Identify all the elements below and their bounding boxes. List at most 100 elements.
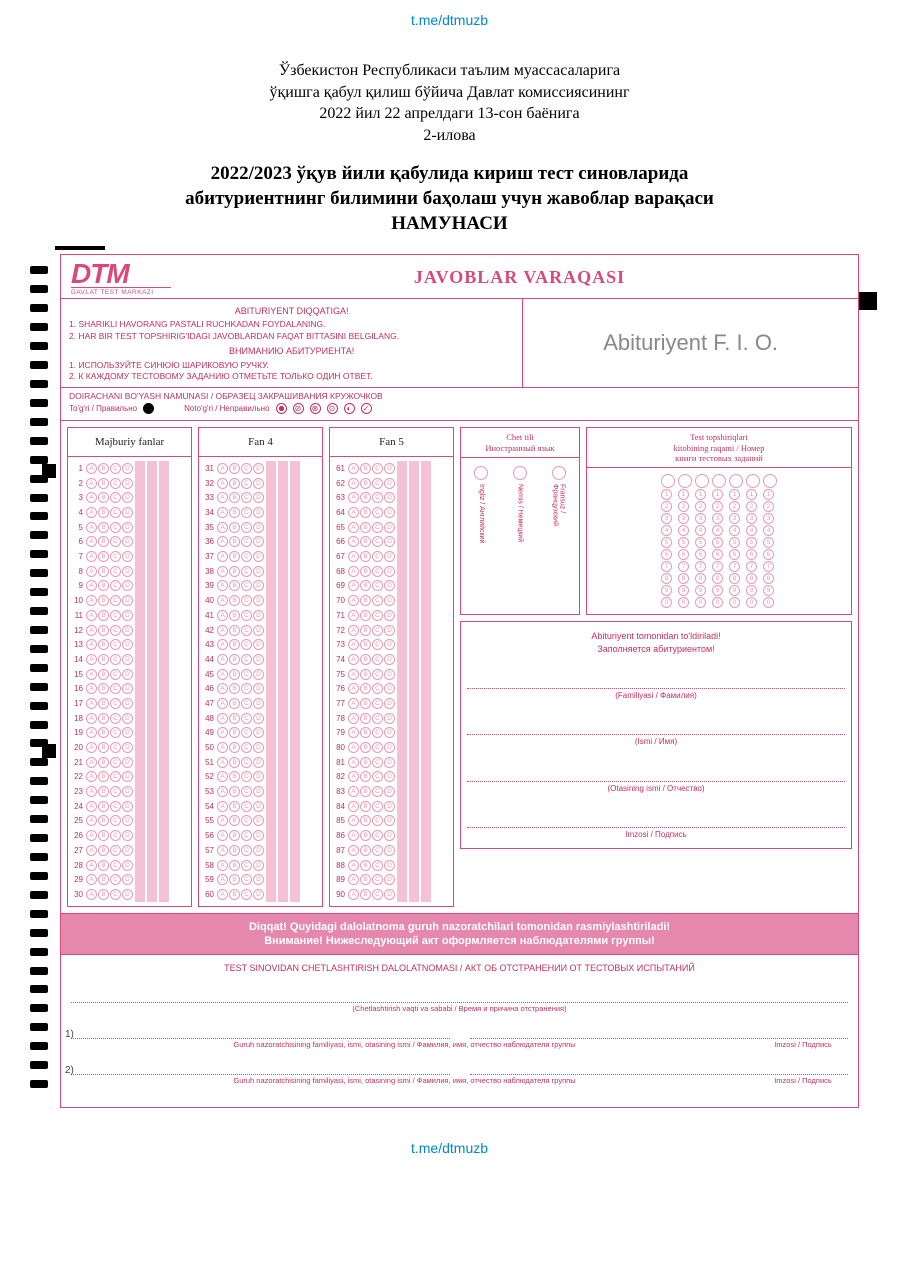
- answer-bubble[interactable]: A: [348, 478, 359, 489]
- digit-bubble[interactable]: 5: [678, 537, 689, 548]
- answer-bubble[interactable]: B: [98, 625, 109, 636]
- answer-bubble[interactable]: D: [384, 757, 395, 768]
- answer-bubble[interactable]: B: [229, 566, 240, 577]
- answer-bubble[interactable]: A: [217, 551, 228, 562]
- answer-bubble[interactable]: C: [241, 463, 252, 474]
- digit-bubble[interactable]: 0: [729, 597, 740, 608]
- digit-bubble[interactable]: 0: [695, 597, 706, 608]
- digit-bubble[interactable]: 2: [729, 501, 740, 512]
- digit-bubble[interactable]: 7: [695, 561, 706, 572]
- digit-entry-bubble[interactable]: [729, 474, 743, 488]
- digit-bubble[interactable]: 6: [678, 549, 689, 560]
- answer-bubble[interactable]: A: [217, 845, 228, 856]
- answer-bubble[interactable]: A: [86, 713, 97, 724]
- digit-bubble[interactable]: 8: [763, 573, 774, 584]
- answer-bubble[interactable]: A: [348, 595, 359, 606]
- answer-bubble[interactable]: D: [384, 815, 395, 826]
- answer-bubble[interactable]: B: [98, 669, 109, 680]
- answer-bubble[interactable]: B: [98, 801, 109, 812]
- answer-bubble[interactable]: A: [86, 478, 97, 489]
- answer-bubble[interactable]: B: [98, 478, 109, 489]
- answer-bubble[interactable]: A: [217, 566, 228, 577]
- digit-bubble[interactable]: 6: [661, 549, 672, 560]
- answer-bubble[interactable]: C: [110, 683, 121, 694]
- answer-bubble[interactable]: C: [372, 786, 383, 797]
- answer-bubble[interactable]: A: [217, 860, 228, 871]
- answer-bubble[interactable]: C: [241, 757, 252, 768]
- answer-bubble[interactable]: A: [86, 669, 97, 680]
- answer-bubble[interactable]: A: [86, 786, 97, 797]
- answer-bubble[interactable]: A: [217, 874, 228, 885]
- digit-bubble[interactable]: 2: [695, 501, 706, 512]
- answer-bubble[interactable]: A: [86, 492, 97, 503]
- answer-bubble[interactable]: B: [98, 727, 109, 738]
- answer-bubble[interactable]: A: [86, 727, 97, 738]
- answer-bubble[interactable]: C: [110, 507, 121, 518]
- answer-bubble[interactable]: A: [217, 669, 228, 680]
- answer-bubble[interactable]: A: [217, 654, 228, 665]
- answer-bubble[interactable]: D: [253, 757, 264, 768]
- answer-bubble[interactable]: C: [372, 801, 383, 812]
- answer-bubble[interactable]: B: [360, 874, 371, 885]
- answer-bubble[interactable]: B: [98, 507, 109, 518]
- digit-bubble[interactable]: 6: [712, 549, 723, 560]
- answer-bubble[interactable]: D: [253, 625, 264, 636]
- answer-bubble[interactable]: A: [217, 595, 228, 606]
- answer-bubble[interactable]: B: [229, 639, 240, 650]
- answer-bubble[interactable]: A: [348, 507, 359, 518]
- answer-bubble[interactable]: C: [241, 771, 252, 782]
- answer-bubble[interactable]: B: [360, 889, 371, 900]
- answer-bubble[interactable]: D: [122, 860, 133, 871]
- answer-bubble[interactable]: C: [372, 771, 383, 782]
- answer-bubble[interactable]: C: [110, 536, 121, 547]
- digit-bubble[interactable]: 1: [746, 489, 757, 500]
- answer-bubble[interactable]: B: [229, 860, 240, 871]
- answer-bubble[interactable]: C: [372, 639, 383, 650]
- digit-bubble[interactable]: 9: [712, 585, 723, 596]
- answer-bubble[interactable]: A: [217, 507, 228, 518]
- answer-bubble[interactable]: A: [348, 522, 359, 533]
- digit-entry-bubble[interactable]: [678, 474, 692, 488]
- answer-bubble[interactable]: C: [241, 522, 252, 533]
- answer-bubble[interactable]: A: [348, 669, 359, 680]
- answer-bubble[interactable]: C: [241, 580, 252, 591]
- language-bubble[interactable]: [474, 466, 488, 480]
- answer-bubble[interactable]: D: [253, 566, 264, 577]
- answer-bubble[interactable]: C: [372, 492, 383, 503]
- answer-bubble[interactable]: C: [110, 830, 121, 841]
- answer-bubble[interactable]: B: [229, 478, 240, 489]
- answer-bubble[interactable]: D: [122, 669, 133, 680]
- answer-bubble[interactable]: B: [229, 610, 240, 621]
- answer-bubble[interactable]: B: [98, 580, 109, 591]
- answer-bubble[interactable]: C: [241, 860, 252, 871]
- answer-bubble[interactable]: D: [384, 595, 395, 606]
- answer-bubble[interactable]: B: [360, 860, 371, 871]
- answer-bubble[interactable]: C: [372, 713, 383, 724]
- answer-bubble[interactable]: D: [122, 845, 133, 856]
- digit-bubble[interactable]: 4: [729, 525, 740, 536]
- digit-bubble[interactable]: 7: [712, 561, 723, 572]
- answer-bubble[interactable]: A: [86, 566, 97, 577]
- answer-bubble[interactable]: D: [253, 771, 264, 782]
- answer-bubble[interactable]: D: [253, 492, 264, 503]
- answer-bubble[interactable]: C: [241, 654, 252, 665]
- answer-bubble[interactable]: C: [110, 492, 121, 503]
- answer-bubble[interactable]: B: [360, 830, 371, 841]
- answer-bubble[interactable]: A: [86, 595, 97, 606]
- answer-bubble[interactable]: C: [372, 536, 383, 547]
- answer-bubble[interactable]: B: [360, 727, 371, 738]
- answer-bubble[interactable]: D: [384, 522, 395, 533]
- answer-bubble[interactable]: B: [229, 683, 240, 694]
- answer-bubble[interactable]: A: [217, 801, 228, 812]
- answer-bubble[interactable]: D: [253, 786, 264, 797]
- digit-bubble[interactable]: 6: [763, 549, 774, 560]
- answer-bubble[interactable]: A: [217, 698, 228, 709]
- field-imzo[interactable]: [467, 808, 845, 828]
- digit-bubble[interactable]: 3: [746, 513, 757, 524]
- answer-bubble[interactable]: C: [241, 595, 252, 606]
- answer-bubble[interactable]: B: [360, 742, 371, 753]
- answer-bubble[interactable]: D: [253, 478, 264, 489]
- answer-bubble[interactable]: C: [372, 698, 383, 709]
- answer-bubble[interactable]: D: [122, 815, 133, 826]
- digit-bubble[interactable]: 3: [712, 513, 723, 524]
